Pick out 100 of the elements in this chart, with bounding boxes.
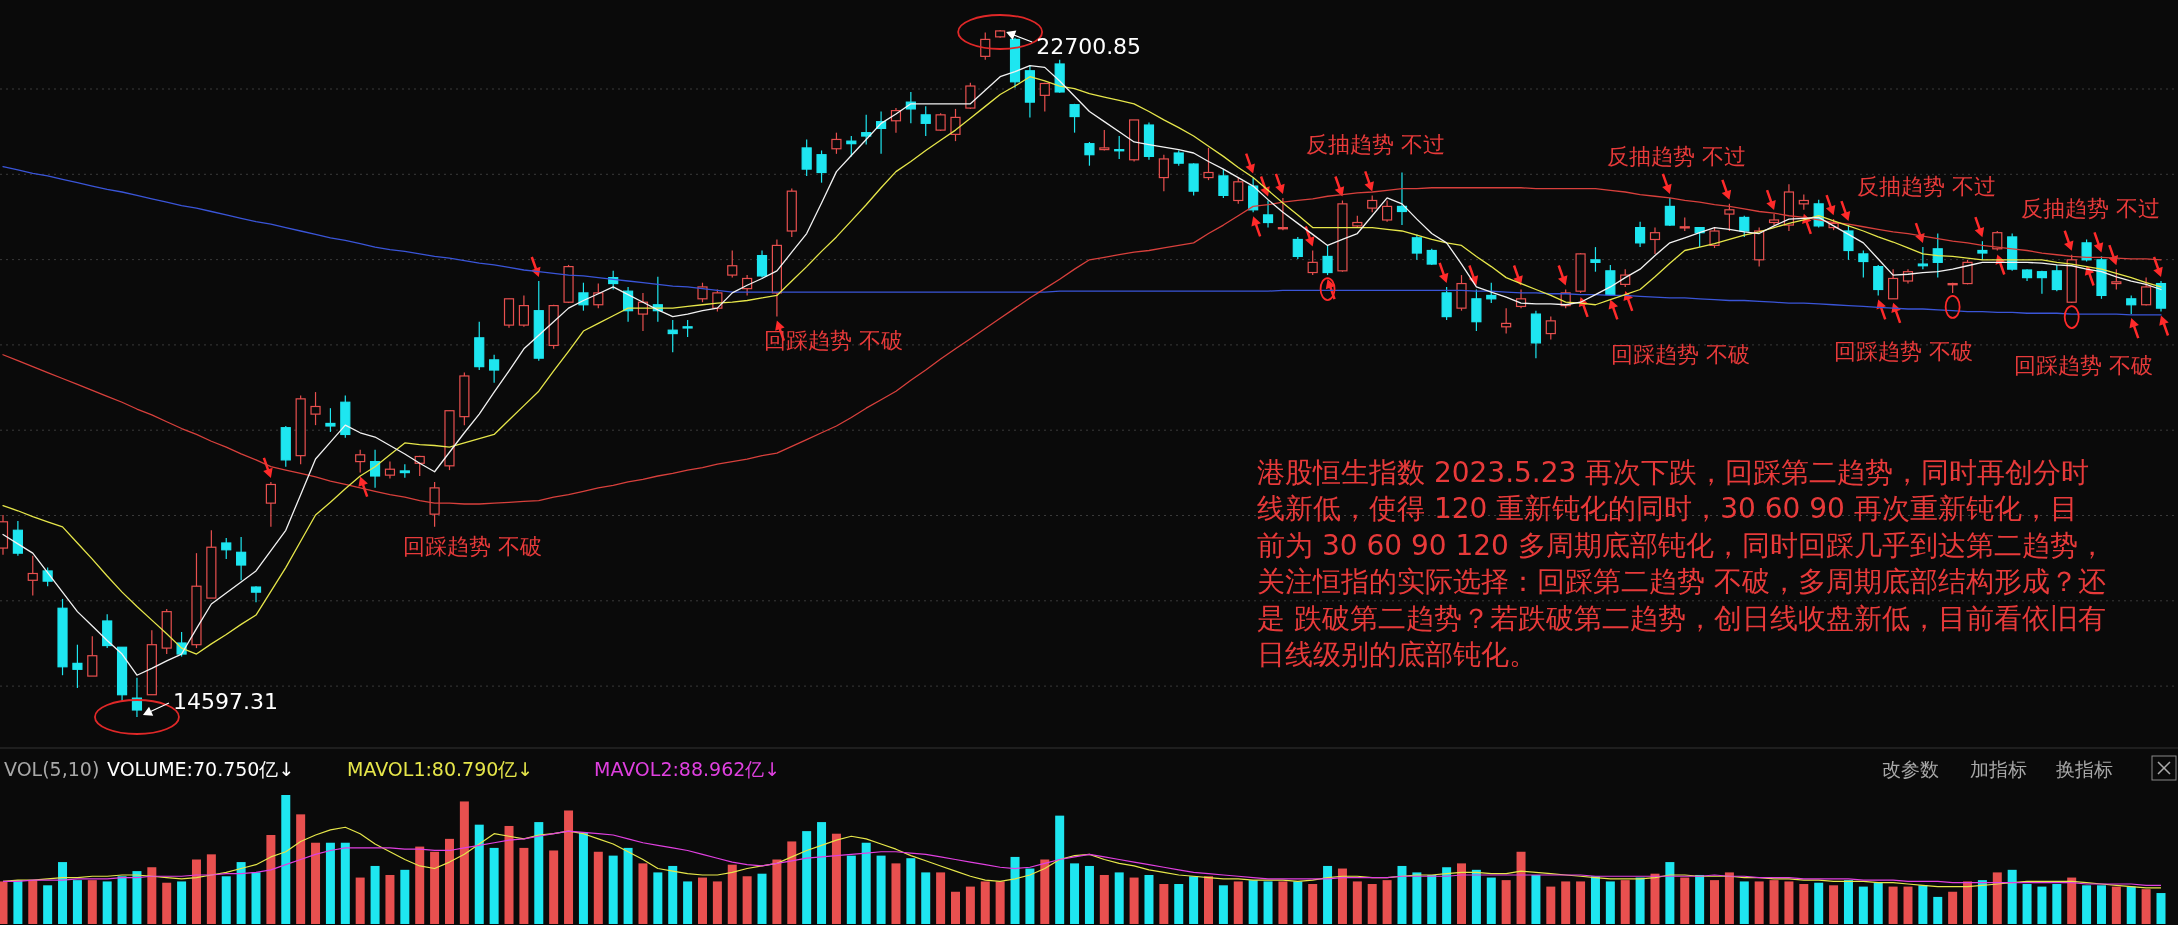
candlestick — [489, 354, 500, 384]
candlestick — [2126, 294, 2137, 315]
bar — [1933, 896, 1943, 924]
bar — [653, 872, 663, 924]
candlestick — [1233, 176, 1244, 205]
text: MAVOL1:80.790亿↓ — [347, 758, 534, 780]
bar — [2052, 884, 2062, 924]
bar — [1695, 874, 1705, 924]
bar — [102, 881, 112, 924]
bar — [891, 863, 901, 924]
candlestick — [1724, 203, 1735, 232]
bar — [1531, 874, 1541, 924]
bar — [519, 847, 529, 924]
bar — [623, 847, 633, 924]
bar — [1963, 881, 1973, 924]
bar — [1992, 872, 2002, 924]
bar — [1650, 873, 1660, 924]
bar — [2082, 885, 2092, 924]
bar — [876, 855, 886, 924]
bar — [980, 881, 990, 924]
bar — [1293, 881, 1303, 924]
bar — [1829, 885, 1839, 924]
bar — [385, 874, 395, 924]
bar — [1858, 886, 1868, 924]
bar — [564, 810, 574, 924]
candlestick — [1441, 286, 1452, 321]
candlestick — [1768, 213, 1780, 226]
bar — [28, 880, 38, 924]
candlestick — [310, 391, 321, 426]
bar — [370, 865, 380, 924]
bar — [578, 832, 588, 924]
bar — [668, 865, 678, 924]
bar — [1784, 881, 1794, 924]
candlestick — [831, 132, 842, 155]
bar — [861, 842, 871, 924]
bar — [400, 869, 410, 924]
bar — [1977, 880, 1987, 924]
bar — [325, 842, 335, 924]
bar — [1769, 880, 1779, 924]
candlestick — [87, 635, 98, 677]
annotation: 反抽趋势 不过 — [1857, 174, 1996, 199]
bar — [0, 881, 8, 924]
bar — [43, 885, 53, 924]
bar — [2007, 869, 2017, 924]
annotation: 回踩趋势 不破 — [2014, 353, 2153, 378]
bar — [177, 881, 187, 924]
bar — [965, 886, 975, 924]
bar — [2096, 885, 2106, 924]
candlestick — [384, 460, 396, 480]
candlestick — [1382, 199, 1393, 223]
bar — [266, 834, 276, 924]
candlestick — [1649, 227, 1661, 255]
bar — [1427, 874, 1437, 924]
bar — [1576, 881, 1586, 924]
candlestick — [221, 537, 232, 560]
bar — [1397, 865, 1407, 924]
candlestick — [1396, 171, 1408, 226]
bar — [906, 858, 916, 924]
bar — [846, 855, 856, 924]
bar — [221, 876, 231, 924]
bar — [1605, 881, 1615, 924]
candlestick — [518, 294, 529, 328]
bar — [787, 841, 797, 924]
bar — [1590, 876, 1600, 924]
bar — [1680, 877, 1690, 924]
bar — [1189, 876, 1199, 924]
bar — [2037, 886, 2047, 924]
candlestick — [950, 108, 961, 142]
candlestick — [1411, 233, 1422, 261]
candlestick — [1917, 246, 1928, 270]
bar — [1144, 874, 1154, 924]
candlestick — [1218, 168, 1229, 199]
bar — [757, 873, 767, 924]
candlestick — [265, 481, 276, 528]
bar — [474, 824, 484, 924]
candlestick — [965, 82, 976, 110]
candlestick — [2051, 264, 2062, 292]
bar — [1070, 863, 1080, 924]
candlestick — [1262, 199, 1274, 229]
candlestick — [27, 555, 38, 597]
bar — [1055, 815, 1065, 924]
bar — [72, 880, 82, 924]
candlestick — [1069, 103, 1080, 134]
candlestick — [369, 449, 381, 489]
candlestick — [2081, 238, 2092, 263]
bar — [608, 855, 618, 924]
candlestick — [72, 644, 83, 689]
bar — [995, 881, 1005, 924]
bar — [1084, 865, 1094, 924]
bar — [2141, 889, 2151, 924]
annotation: 22700.85 — [1036, 34, 1142, 59]
candlestick — [1843, 224, 1854, 261]
bar — [1873, 882, 1883, 924]
bar — [1278, 881, 1288, 924]
candlestick — [1977, 240, 1988, 261]
bar — [206, 854, 216, 924]
bar — [13, 880, 23, 924]
bar — [951, 891, 960, 924]
candlestick — [756, 249, 768, 279]
candlestick — [1635, 221, 1646, 248]
